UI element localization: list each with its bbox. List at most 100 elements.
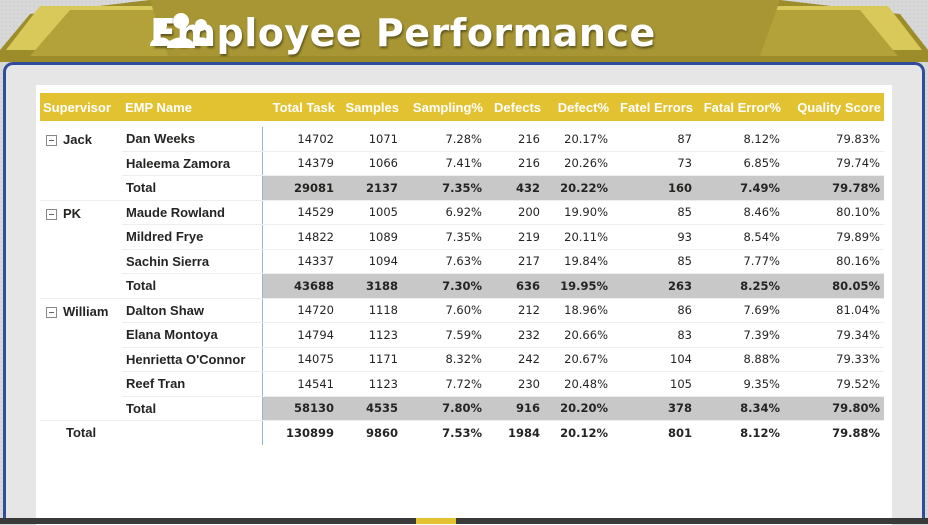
value-cell: 14075 xyxy=(262,347,338,372)
table-row[interactable]: PK Maude Rowland 14529 1005 6.92% 200 19.90% 85… xyxy=(40,200,884,299)
value-cell: 1123 xyxy=(338,322,402,348)
value-cell: 79.74% xyxy=(784,151,884,176)
value-cell: 8.88% xyxy=(696,347,784,372)
supervisor-cell[interactable]: William xyxy=(40,298,122,421)
header-banner: Employee Performance xyxy=(0,0,928,62)
active-page-tab[interactable] xyxy=(416,518,456,524)
table-row[interactable]: Reef Tran 14541 1123 7.72% 230 20.48% 105 9.35%… xyxy=(40,371,884,397)
collapse-toggle-icon[interactable] xyxy=(46,135,57,147)
grand-total-value: 7.53% xyxy=(442,425,482,440)
emp-name-cell: Dan Weeks xyxy=(122,127,263,152)
subtotal-value: 3188 xyxy=(338,273,402,299)
table-row[interactable]: Elana Montoya 14794 1123 7.59% 232 20.66% 83 7.… xyxy=(40,322,884,348)
subtotal-row[interactable]: Total 43688 3188 7.30% 636 19.95% 263 8.25% 80.0… xyxy=(40,273,884,299)
value-cell: 216 xyxy=(486,151,544,176)
subtotal-row[interactable]: Total 29081 2137 7.35% 432 20.22% 160 7.49% 79.7… xyxy=(40,175,884,201)
supervisor-name: Jack xyxy=(63,132,92,147)
value-cell: 1089 xyxy=(338,224,402,250)
emp-name-cell: Haleema Zamora xyxy=(122,151,263,176)
value-cell: 20.26% xyxy=(544,151,612,176)
performance-matrix[interactable]: Supervisor EMP Name Total Task Samples Sampl… xyxy=(40,93,884,445)
value-cell: 79.33% xyxy=(784,347,884,372)
value-cell: 8.12% xyxy=(696,127,784,152)
value-cell: 105 xyxy=(612,371,696,397)
value-cell: 87 xyxy=(612,127,696,152)
value-cell: 7.41% xyxy=(402,151,486,176)
header-row: Supervisor EMP Name Total Task Samples Sampl… xyxy=(40,93,884,121)
value-cell: 7.63% xyxy=(402,249,486,274)
column-header-sampling-[interactable]: Sampling% xyxy=(402,93,486,121)
emp-name-cell: Sachin Sierra xyxy=(122,249,263,274)
report-frame: Supervisor EMP Name Total Task Samples Sampl… xyxy=(3,62,925,525)
value-cell: 7.60% xyxy=(402,298,486,323)
matrix-visual[interactable]: Supervisor EMP Name Total Task Samples Sampl… xyxy=(36,85,892,525)
collapse-toggle-icon[interactable] xyxy=(46,208,57,220)
collapse-toggle-icon[interactable] xyxy=(46,306,57,318)
supervisor-cell[interactable]: Jack xyxy=(40,127,122,201)
column-header-emp-name[interactable]: EMP Name xyxy=(122,93,262,121)
subtotal-value: 8.25% xyxy=(696,273,784,299)
grand-total-value: 801 xyxy=(667,425,692,440)
emp-name-cell: Mildred Frye xyxy=(122,224,263,250)
table-row[interactable]: Mildred Frye 14822 1089 7.35% 219 20.11% 93 8.5… xyxy=(40,224,884,250)
grand-total-value: 9860 xyxy=(365,425,398,440)
table-row[interactable]: Henrietta O'Connor 14075 1171 8.32% 242 20.67… xyxy=(40,347,884,372)
page-tabs-bar[interactable] xyxy=(0,518,928,524)
subtotal-value: 80.05% xyxy=(784,273,884,299)
subtotal-value: 7.30% xyxy=(402,273,486,299)
table-row[interactable]: Haleema Zamora 14379 1066 7.41% 216 20.26% 73 6… xyxy=(40,151,884,176)
column-header-fatal-error-[interactable]: Fatal Error% xyxy=(696,93,784,121)
value-cell: 1118 xyxy=(338,298,402,323)
table-row[interactable]: Jack Dan Weeks 14702 1071 7.28% 216 20.17% 87 8.… xyxy=(40,127,884,201)
subtotal-value: 160 xyxy=(612,175,696,201)
subtotal-value: 58130 xyxy=(262,396,338,421)
subtotal-value: 20.22% xyxy=(544,175,612,201)
table-row[interactable]: Sachin Sierra 14337 1094 7.63% 217 19.84% 85 7.… xyxy=(40,249,884,274)
grand-total-label: Total xyxy=(40,420,263,445)
value-cell: 7.39% xyxy=(696,322,784,348)
column-header-fatel-errors[interactable]: Fatel Errors xyxy=(612,93,696,121)
value-cell: 14702 xyxy=(262,127,338,152)
column-header-total-task[interactable]: Total Task xyxy=(262,93,338,121)
value-cell: 19.90% xyxy=(544,200,612,225)
column-header-defects[interactable]: Defects xyxy=(486,93,544,121)
banner-content: Employee Performance xyxy=(150,10,656,56)
value-cell: 6.92% xyxy=(402,200,486,225)
emp-name-cell: Dalton Shaw xyxy=(122,298,263,323)
subtotal-value: 7.49% xyxy=(696,175,784,201)
value-cell: 85 xyxy=(612,249,696,274)
value-cell: 14794 xyxy=(262,322,338,348)
grand-total-value: 20.12% xyxy=(560,425,608,440)
value-cell: 14529 xyxy=(262,200,338,225)
value-cell: 7.72% xyxy=(402,371,486,397)
column-header-supervisor[interactable]: Supervisor xyxy=(40,93,122,121)
value-cell: 73 xyxy=(612,151,696,176)
column-header-defect-[interactable]: Defect% xyxy=(544,93,612,121)
grand-total-value: 79.88% xyxy=(832,425,880,440)
value-cell: 79.52% xyxy=(784,371,884,397)
value-cell: 104 xyxy=(612,347,696,372)
column-header-quality-score[interactable]: Quality Score xyxy=(784,93,884,121)
value-cell: 219 xyxy=(486,224,544,250)
value-cell: 14720 xyxy=(262,298,338,323)
value-cell: 14337 xyxy=(262,249,338,274)
value-cell: 1005 xyxy=(338,200,402,225)
subtotal-value: 7.35% xyxy=(402,175,486,201)
subtotal-value: 29081 xyxy=(262,175,338,201)
subtotal-value: 636 xyxy=(486,273,544,299)
value-cell: 217 xyxy=(486,249,544,274)
value-cell: 86 xyxy=(612,298,696,323)
value-cell: 81.04% xyxy=(784,298,884,323)
subtotal-value: 79.78% xyxy=(784,175,884,201)
grand-total-row[interactable]: Total 130899 9860 7.53% 1984 20.12% 801 8.12% 79… xyxy=(40,420,884,445)
value-cell: 212 xyxy=(486,298,544,323)
supervisor-cell[interactable]: PK xyxy=(40,200,122,299)
supervisor-name: William xyxy=(63,303,109,319)
value-cell: 18.96% xyxy=(544,298,612,323)
column-header-samples[interactable]: Samples xyxy=(338,93,402,121)
subtotal-row[interactable]: Total 58130 4535 7.80% 916 20.20% 378 8.34% 79.8… xyxy=(40,396,884,421)
value-cell: 19.84% xyxy=(544,249,612,274)
table-row[interactable]: William Dalton Shaw 14720 1118 7.60% 212 18.96… xyxy=(40,298,884,421)
grand-total-value: 8.12% xyxy=(740,425,780,440)
value-cell: 1066 xyxy=(338,151,402,176)
